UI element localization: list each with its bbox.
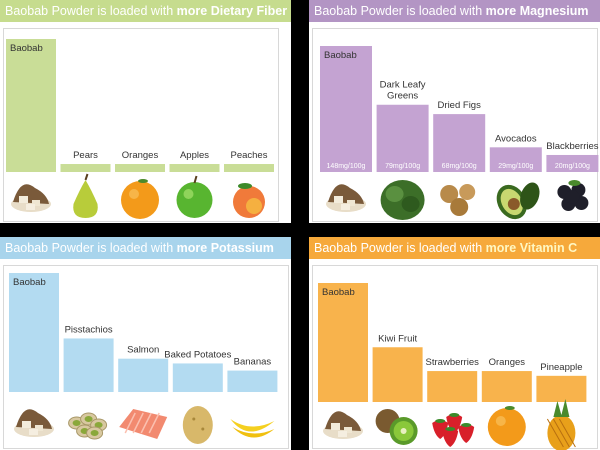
category-label: Kiwi Fruit	[378, 333, 417, 344]
value-label: 148mg/100g	[327, 163, 366, 170]
magnesium-panel: Baobab Powder is loaded with more Magnes…	[309, 0, 600, 223]
pistachio-icon	[68, 412, 108, 440]
category-label: Oranges	[489, 357, 526, 368]
category-label: Strawberries	[426, 357, 480, 368]
category-label: Baked Potatoes	[164, 349, 231, 360]
category-label: Salmon	[127, 345, 159, 356]
bar-baobab	[320, 46, 372, 172]
category-label: Pears	[73, 150, 98, 161]
orange-icon	[487, 406, 526, 446]
vitaminc-panel: Baobab Powder is loaded with more Vitami…	[309, 237, 600, 450]
pineapple-icon	[546, 399, 576, 450]
category-label: Apples	[180, 150, 209, 161]
baobab-icon	[326, 184, 366, 212]
bar-strawberries	[427, 371, 478, 402]
bar-oranges	[115, 164, 165, 172]
orange-icon	[121, 179, 159, 219]
fiber-header: Baobab Powder is loaded with more Dietar…	[0, 0, 291, 22]
category-label: Bananas	[234, 357, 272, 368]
baobab-icon	[323, 411, 363, 439]
vitaminc-header-highlight: more Vitamin C	[485, 241, 578, 255]
blackberry-icon	[557, 180, 589, 211]
category-label: Baobab	[322, 287, 355, 298]
pear-icon	[73, 173, 98, 218]
magnesium-header-prefix: Baobab Powder is loaded with	[314, 4, 483, 18]
value-label: 20mg/100g	[555, 163, 590, 170]
bar-avocados	[489, 147, 542, 172]
salmon-icon	[119, 409, 168, 439]
bar-apples	[169, 164, 220, 172]
bar-salmon	[118, 358, 169, 392]
bar-baobab	[6, 39, 56, 172]
category-label: Pineapple	[540, 362, 582, 373]
category-label: Baobab	[10, 43, 43, 54]
potassium-header: Baobab Powder is loaded with more Potass…	[0, 237, 291, 259]
bar-baobab	[9, 273, 59, 392]
potassium-header-highlight: more Potassium	[176, 241, 274, 255]
category-label: Greens	[387, 91, 418, 102]
bar-pears	[60, 164, 111, 172]
bar-kiwi-fruit	[372, 347, 423, 402]
greens-icon	[380, 180, 425, 220]
bar-peaches	[224, 164, 274, 172]
value-label: 68mg/100g	[442, 163, 477, 170]
strawberry-icon	[432, 413, 475, 447]
baobab-icon	[11, 184, 51, 212]
banana-icon	[230, 419, 275, 438]
kiwi-icon	[375, 409, 418, 445]
category-label: Baobab	[324, 50, 357, 61]
fiber-panel: Baobab Powder is loaded with more Dietar…	[0, 0, 291, 223]
avocado-icon	[496, 182, 540, 220]
potassium-panel: Baobab Powder is loaded with more Potass…	[0, 237, 291, 450]
category-label: Oranges	[122, 150, 159, 161]
bar-dark-leafy-greens	[376, 104, 429, 172]
category-label: Blackberries	[546, 141, 599, 152]
potassium-chart: Baobab Pisstachios Salmon Baked PotatoesBan…	[9, 273, 278, 444]
category-label: Baobab	[13, 277, 46, 288]
fiber-header-highlight: more Dietary Fiber	[176, 4, 288, 18]
fiber-header-prefix: Baobab Powder is loaded with	[5, 4, 174, 18]
bar-bananas	[227, 370, 278, 392]
bar-pisstachios	[63, 338, 114, 392]
bar-dried-figs	[433, 114, 486, 172]
potato-icon	[182, 406, 213, 444]
bar-oranges	[481, 371, 532, 402]
potassium-header-prefix: Baobab Powder is loaded with	[5, 241, 174, 255]
bar-baobab	[318, 283, 368, 402]
vitaminc-header: Baobab Powder is loaded with more Vitami…	[309, 237, 600, 259]
baobab-icon	[14, 409, 54, 437]
bar-pineapple	[536, 375, 587, 402]
value-label: 29mg/100g	[498, 163, 533, 170]
fiber-chart: Baobab Pears Oranges Apples Peaches	[6, 39, 274, 219]
category-label: Dark Leafy	[380, 80, 426, 91]
bar-blackberries	[546, 154, 599, 172]
figs-icon	[440, 184, 476, 216]
vitaminc-chart: Baobab Kiwi Fruit Strawberries Oranges Pinea…	[318, 283, 587, 450]
magnesium-header-highlight: more Magnesium	[485, 4, 589, 18]
category-label: Avocados	[495, 133, 537, 144]
vitaminc-header-prefix: Baobab Powder is loaded with	[314, 241, 483, 255]
peach-icon	[233, 183, 265, 218]
category-label: Pisstachios	[65, 324, 113, 335]
bar-baked-potatoes	[172, 363, 223, 392]
magnesium-header: Baobab Powder is loaded with more Magnes…	[309, 0, 600, 22]
category-label: Peaches	[231, 150, 268, 161]
category-label: Dried Figs	[438, 100, 482, 111]
apple-icon	[176, 175, 213, 218]
value-label: 79mg/100g	[385, 163, 420, 170]
